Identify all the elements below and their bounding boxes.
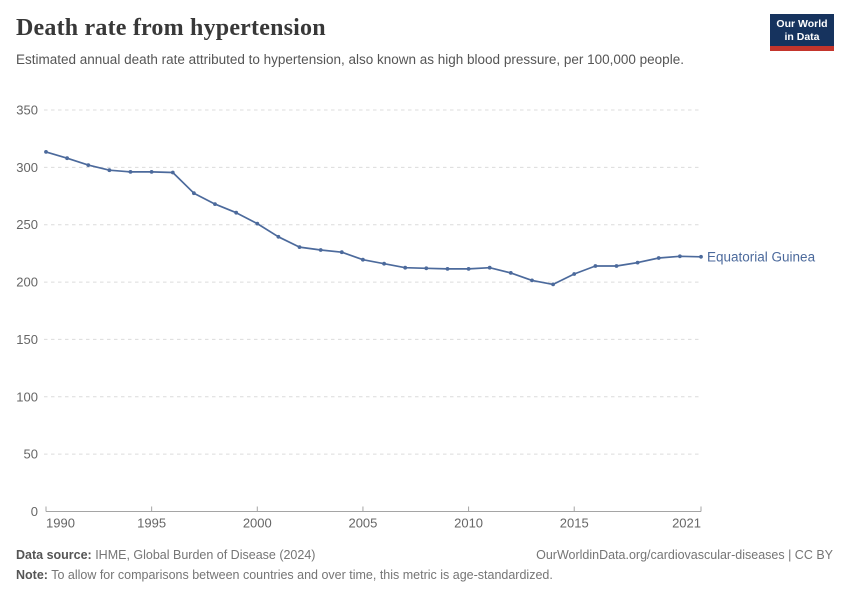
data-point[interactable] <box>44 150 48 154</box>
data-point[interactable] <box>699 254 703 259</box>
data-point[interactable] <box>635 260 640 265</box>
data-point[interactable] <box>170 170 175 175</box>
data-point[interactable] <box>614 264 619 268</box>
data-point[interactable] <box>530 278 534 283</box>
data-point[interactable] <box>213 202 217 207</box>
note-value: To allow for comparisons between countri… <box>47 568 553 582</box>
y-tick-label: 350 <box>16 103 38 118</box>
data-point[interactable] <box>361 257 365 262</box>
series-label[interactable]: Equatorial Guinea <box>707 249 816 264</box>
data-point[interactable] <box>572 272 577 276</box>
data-point[interactable] <box>678 254 682 259</box>
data-point[interactable] <box>466 267 471 271</box>
data-point[interactable] <box>593 264 598 268</box>
data-point[interactable] <box>487 265 492 270</box>
y-tick-label: 0 <box>31 504 38 519</box>
data-point[interactable] <box>551 282 555 287</box>
x-tick-label: 2000 <box>243 516 272 531</box>
data-point[interactable] <box>65 156 69 161</box>
data-point[interactable] <box>276 234 281 239</box>
y-tick-label: 100 <box>16 389 38 404</box>
y-tick-label: 50 <box>24 447 38 462</box>
x-tick-label: 2010 <box>454 516 483 531</box>
owid-logo-line1: Our World <box>776 18 828 30</box>
data-point[interactable] <box>508 271 513 275</box>
data-point[interactable] <box>107 168 112 173</box>
x-tick-label: 1995 <box>137 516 166 531</box>
data-point[interactable] <box>656 256 661 260</box>
footer-note-row: Note: To allow for comparisons between c… <box>16 568 553 582</box>
data-point[interactable] <box>403 265 408 270</box>
data-point[interactable] <box>255 221 260 226</box>
note-label: Note: <box>16 568 48 582</box>
data-point[interactable] <box>192 191 196 196</box>
data-point[interactable] <box>297 245 302 250</box>
data-point[interactable] <box>339 250 344 255</box>
data-point[interactable] <box>128 170 133 174</box>
data-point[interactable] <box>445 267 450 271</box>
chart-subtitle: Estimated annual death rate attributed t… <box>16 52 684 67</box>
data-point[interactable] <box>318 248 323 252</box>
footer-source-row: Data source: IHME, Global Burden of Dise… <box>16 548 833 562</box>
owid-logo-line2: in Data <box>784 30 820 43</box>
y-tick-label: 250 <box>16 217 38 232</box>
owid-logo[interactable]: Our World in Data <box>770 14 834 51</box>
data-source-text: Data source: IHME, Global Burden of Dise… <box>16 548 315 562</box>
x-tick-label: 1990 <box>46 516 75 531</box>
y-tick-label: 300 <box>16 160 38 175</box>
x-tick-label: 2015 <box>560 516 589 531</box>
data-point[interactable] <box>234 210 239 215</box>
data-point[interactable] <box>424 266 429 271</box>
trend-line[interactable] <box>45 151 702 286</box>
x-tick-label: 2021 <box>672 516 701 531</box>
y-tick-label: 200 <box>16 275 38 290</box>
attribution-link[interactable]: OurWorldinData.org/cardiovascular-diseas… <box>536 548 833 562</box>
data-point[interactable] <box>86 163 91 168</box>
y-tick-label: 150 <box>16 332 38 347</box>
data-source-label: Data source: <box>16 548 92 562</box>
data-source-value: IHME, Global Burden of Disease (2024) <box>91 548 316 562</box>
chart-title: Death rate from hypertension <box>16 15 326 41</box>
data-point[interactable] <box>149 170 154 174</box>
x-tick-label: 2005 <box>348 516 377 531</box>
data-point[interactable] <box>382 261 386 266</box>
